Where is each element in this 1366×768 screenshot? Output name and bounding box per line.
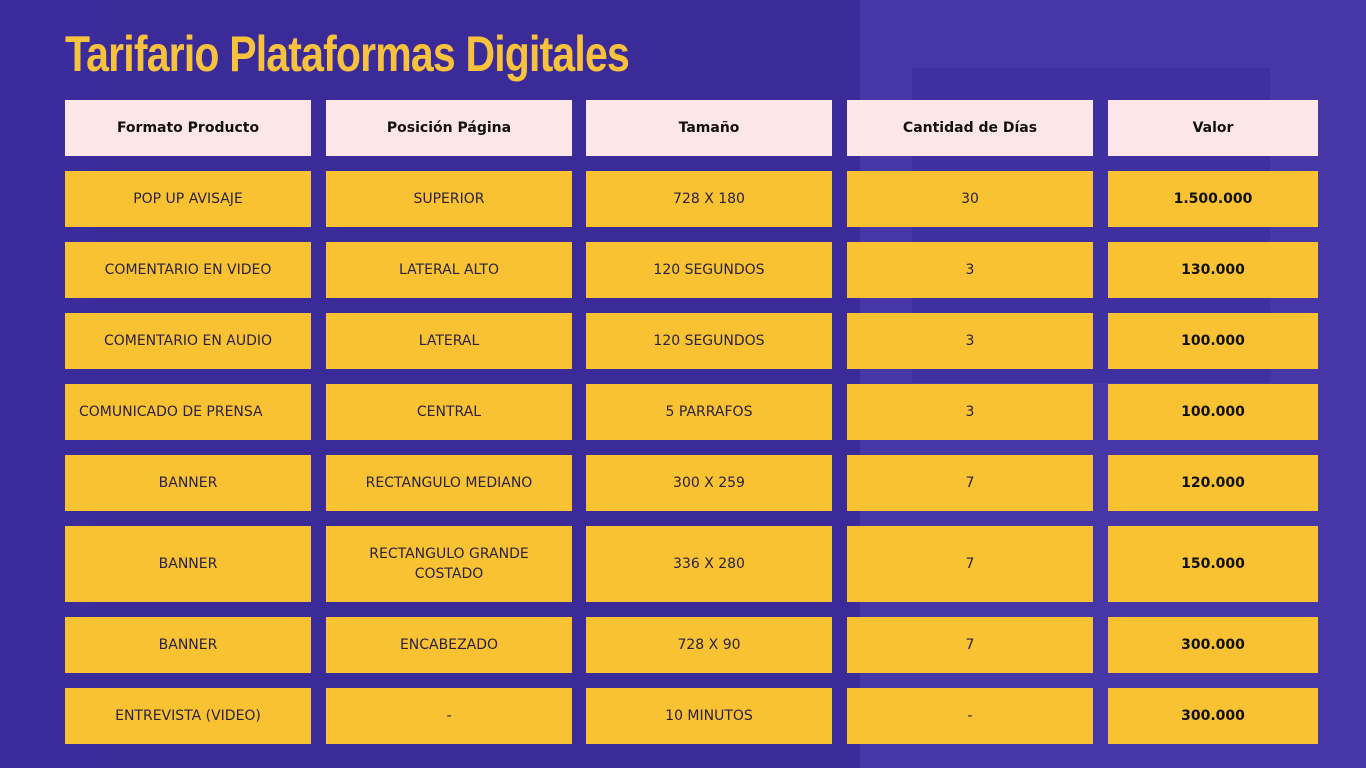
cell-size: 5 PARRAFOS <box>586 384 832 440</box>
header-format: Formato Producto <box>65 100 311 156</box>
cell-value: 150.000 <box>1108 526 1318 602</box>
cell-size: 10 MINUTOS <box>586 688 832 744</box>
header-position: Posición Página <box>326 100 572 156</box>
cell-value: 120.000 <box>1108 455 1318 511</box>
cell-position: - <box>326 688 572 744</box>
cell-value: 100.000 <box>1108 384 1318 440</box>
cell-position: RECTANGULO GRANDE COSTADO <box>326 526 572 602</box>
cell-value: 1.500.000 <box>1108 171 1318 227</box>
cell-value: 130.000 <box>1108 242 1318 298</box>
cell-days: 3 <box>847 313 1093 369</box>
cell-format: BANNER <box>65 617 311 673</box>
cell-format: BANNER <box>65 526 311 602</box>
page-title: Tarifario Plataformas Digitales <box>65 26 630 82</box>
cell-value: 300.000 <box>1108 617 1318 673</box>
cell-position: LATERAL ALTO <box>326 242 572 298</box>
cell-format: COMENTARIO EN AUDIO <box>65 313 311 369</box>
cell-position: CENTRAL <box>326 384 572 440</box>
cell-days: 3 <box>847 242 1093 298</box>
cell-position: RECTANGULO MEDIANO <box>326 455 572 511</box>
cell-format: COMUNICADO DE PRENSA <box>65 384 311 440</box>
cell-days: 7 <box>847 455 1093 511</box>
cell-days: 7 <box>847 526 1093 602</box>
cell-days: 3 <box>847 384 1093 440</box>
cell-position: LATERAL <box>326 313 572 369</box>
cell-format: BANNER <box>65 455 311 511</box>
cell-format: POP UP AVISAJE <box>65 171 311 227</box>
cell-size: 300 X 259 <box>586 455 832 511</box>
cell-format: ENTREVISTA (VIDEO) <box>65 688 311 744</box>
header-days: Cantidad de Días <box>847 100 1093 156</box>
cell-size: 336 X 280 <box>586 526 832 602</box>
cell-value: 100.000 <box>1108 313 1318 369</box>
cell-size: 728 X 90 <box>586 617 832 673</box>
cell-value: 300.000 <box>1108 688 1318 744</box>
header-value: Valor <box>1108 100 1318 156</box>
cell-days: 30 <box>847 171 1093 227</box>
cell-days: 7 <box>847 617 1093 673</box>
cell-size: 120 SEGUNDOS <box>586 242 832 298</box>
cell-format: COMENTARIO EN VIDEO <box>65 242 311 298</box>
cell-size: 120 SEGUNDOS <box>586 313 832 369</box>
cell-days: - <box>847 688 1093 744</box>
cell-size: 728 X 180 <box>586 171 832 227</box>
cell-position: ENCABEZADO <box>326 617 572 673</box>
header-size: Tamaño <box>586 100 832 156</box>
cell-position: SUPERIOR <box>326 171 572 227</box>
